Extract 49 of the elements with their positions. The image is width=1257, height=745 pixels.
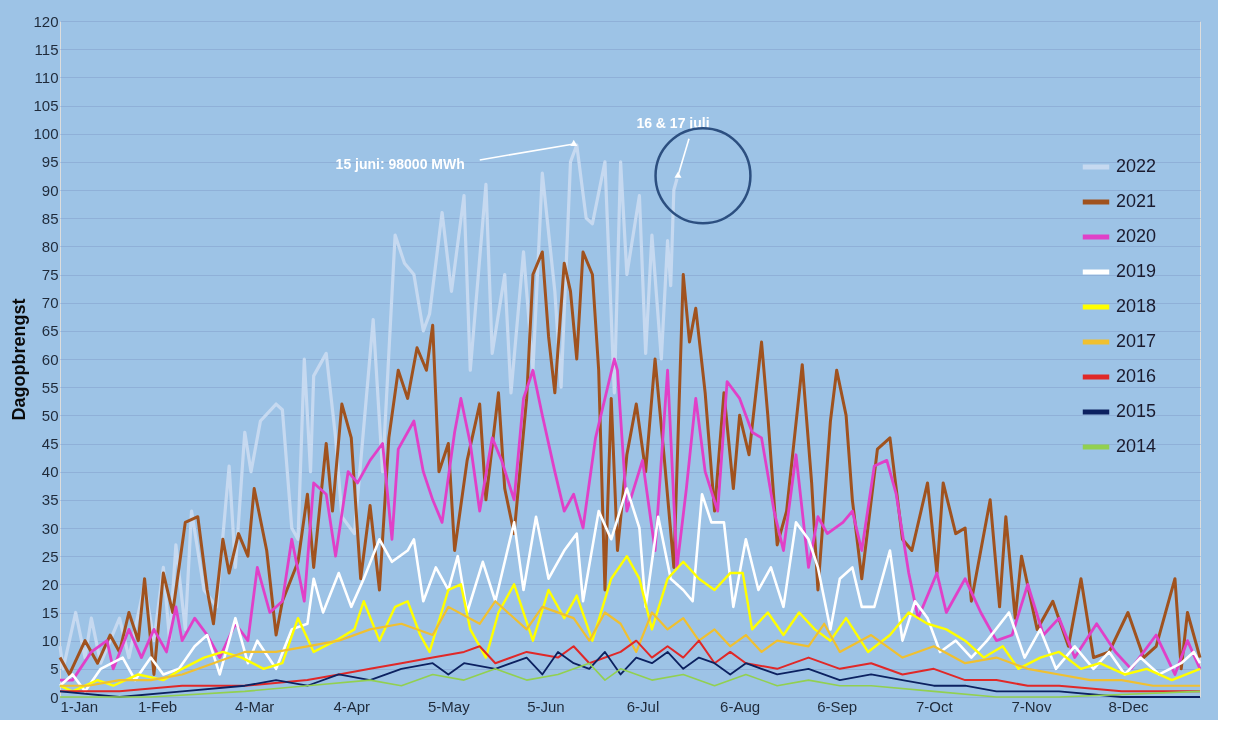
y-tick-label: 115 [34, 40, 59, 58]
x-tick-label: 4-Apr [333, 697, 371, 715]
x-tick-label: 5-May [428, 697, 471, 715]
x-tick-label: 8-Dec [1108, 697, 1149, 715]
y-tick-label: 5 [50, 660, 59, 678]
y-tick-label: 65 [41, 322, 59, 340]
legend-label: 2016 [1116, 366, 1157, 386]
y-tick-label: 40 [41, 463, 59, 481]
annotation: 16 & 17 juli [636, 114, 710, 131]
legend-label: 2015 [1116, 401, 1157, 421]
y-tick-label: 75 [41, 266, 59, 283]
legend-label: 2020 [1116, 226, 1157, 246]
legend-label: 2021 [1116, 191, 1157, 211]
y-tick-label: 80 [41, 237, 59, 255]
y-tick-label: 15 [41, 604, 59, 621]
legend-label: 2022 [1116, 156, 1157, 176]
annotation: 15 juni: 98000 MWh [335, 155, 465, 172]
x-tick-label: 6-Aug [720, 697, 761, 715]
x-tick-label: 7-Nov [1011, 697, 1052, 715]
y-tick-label: 90 [41, 181, 59, 199]
y-tick-label: 25 [41, 547, 59, 565]
y-tick-label: 60 [41, 350, 59, 368]
y-tick-label: 110 [34, 68, 59, 86]
y-tick-label: 120 [33, 12, 59, 30]
legend-label: 2019 [1116, 261, 1157, 281]
y-tick-label: 70 [41, 294, 59, 312]
y-tick-label: 105 [33, 97, 59, 114]
y-tick-label: 55 [41, 378, 59, 396]
y-tick-label: 20 [41, 575, 59, 593]
legend-label: 2018 [1116, 296, 1157, 316]
y-tick-label: 30 [41, 519, 59, 537]
x-tick-label: 4-Mar [235, 697, 275, 715]
x-tick-label: 1-Feb [137, 697, 178, 715]
y-tick-label: 45 [41, 435, 59, 452]
x-tick-label: 6-Sep [817, 697, 858, 715]
y-tick-label: 35 [41, 491, 59, 509]
y-tick-label: 95 [41, 153, 59, 171]
x-tick-label: 7-Oct [915, 697, 954, 715]
y-tick-label: 50 [41, 406, 59, 424]
x-tick-label: 6-Jul [626, 697, 660, 715]
y-axis-title: Dagopbrengst [9, 298, 30, 421]
x-tick-label: 5-Jun [527, 697, 565, 715]
legend-label: 2017 [1116, 331, 1157, 351]
y-tick-label: 85 [41, 209, 59, 227]
y-tick-label: 10 [41, 632, 59, 650]
x-tick-label: 1-Jan [60, 697, 99, 715]
legend-label: 2014 [1116, 436, 1157, 456]
y-tick-label: 0 [50, 688, 59, 706]
y-tick-label: 100 [33, 125, 59, 143]
